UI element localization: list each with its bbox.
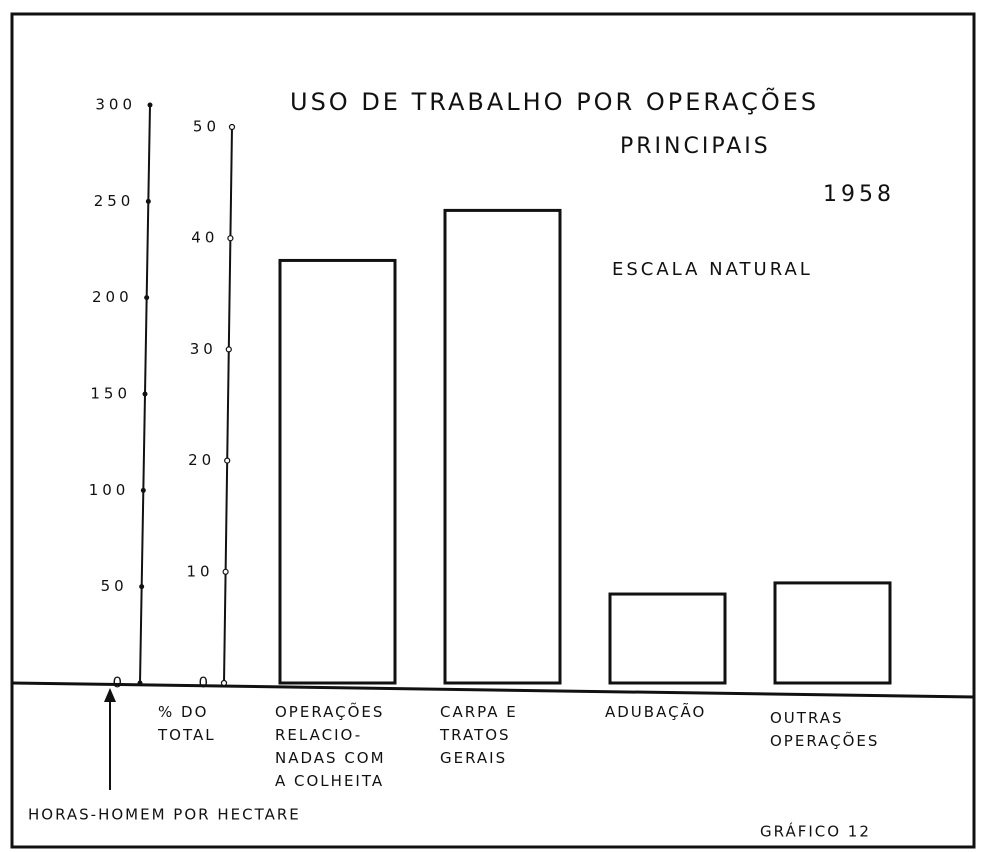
bar — [278, 258, 397, 685]
footer: GRÁFICO 12 — [760, 822, 871, 841]
frame — [10, 12, 976, 849]
y2-tick-label: 250 — [94, 192, 135, 210]
y-axis-label: % DO TOTAL — [157, 703, 216, 744]
y2-tick — [140, 487, 146, 493]
year: 1958 — [823, 182, 895, 207]
y-tick — [222, 568, 229, 575]
y2-axis-label: HORAS-HOMEM POR HECTARE — [28, 806, 301, 824]
y2-tick-label: 200 — [92, 288, 133, 306]
chart-title: USO DE TRABALHO POR OPERAÇÕES — [290, 86, 819, 116]
annotation: ESCALA NATURAL — [612, 259, 813, 280]
baseline — [11, 681, 976, 699]
y2-tick — [145, 198, 151, 204]
arrow-head — [104, 688, 116, 702]
y2-tick — [137, 680, 143, 686]
x-tick-label: ADUBAÇÃO — [605, 702, 706, 721]
y2-tick-label: 0 — [112, 674, 126, 692]
y-tick — [227, 235, 234, 242]
y-tick-label: 10 — [187, 562, 214, 580]
y-tick-label: 50 — [193, 118, 220, 136]
y2-tick-label: 150 — [90, 385, 131, 403]
chart-subtitle: PRINCIPAIS — [620, 134, 771, 159]
y-tick-label: 40 — [191, 229, 218, 247]
y2-tick-label: 300 — [95, 96, 136, 114]
y-tick-label: 0 — [198, 674, 212, 692]
y-tick — [220, 679, 228, 687]
x-tick-label: OPERAÇÕES RELACIO-NADAS COM A COLHEITA — [275, 702, 386, 790]
y-axis — [223, 126, 233, 684]
y2-tick-label: 100 — [89, 481, 130, 499]
y-tick — [225, 346, 232, 353]
y2-tick — [142, 391, 148, 397]
bar — [443, 208, 562, 685]
y-tick — [224, 457, 231, 464]
x-tick-label: CARPA E TRATOS GERAIS — [439, 703, 518, 767]
y-tick-label: 20 — [188, 451, 215, 469]
y2-tick-label: 50 — [101, 577, 128, 595]
x-tick-label: OUTRAS OPERAÇÕES — [770, 709, 879, 750]
y2-tick — [147, 102, 153, 108]
bar — [608, 592, 727, 685]
y2-tick — [144, 295, 150, 301]
y2-tick — [139, 584, 145, 590]
bar — [773, 581, 892, 685]
y-tick-label: 30 — [190, 340, 217, 358]
y-tick — [228, 123, 236, 131]
